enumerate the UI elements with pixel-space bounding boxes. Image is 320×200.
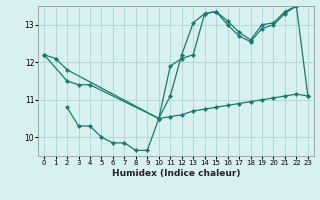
X-axis label: Humidex (Indice chaleur): Humidex (Indice chaleur): [112, 169, 240, 178]
